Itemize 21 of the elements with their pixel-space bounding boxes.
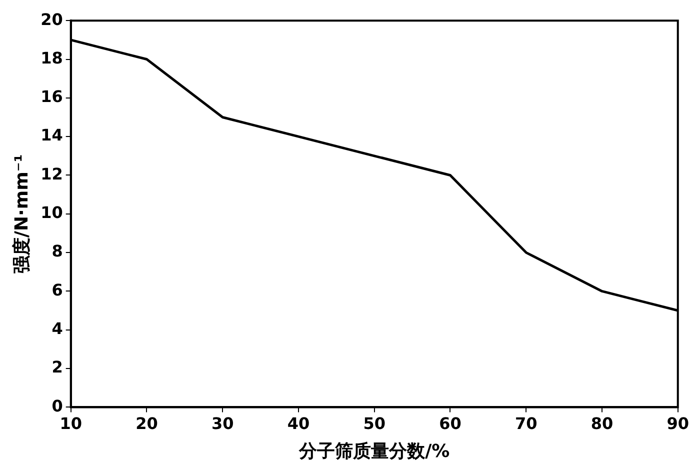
y-tick-label: 6 <box>52 280 63 300</box>
y-tick-label: 18 <box>40 48 63 68</box>
x-axis-title: 分子筛质量分数/% <box>298 440 450 462</box>
y-tick-label: 14 <box>40 126 63 145</box>
x-tick-label: 50 <box>363 414 386 433</box>
y-tick-label: 2 <box>52 358 63 377</box>
y-tick-label: 12 <box>40 164 63 184</box>
y-tick-label: 10 <box>40 203 63 222</box>
x-tick-label: 90 <box>666 414 689 433</box>
x-tick-label: 20 <box>136 414 158 433</box>
x-tick-label: 80 <box>590 414 614 433</box>
y-tick-label: 0 <box>52 396 63 416</box>
x-tick-label: 40 <box>287 414 310 433</box>
x-tick-label: 70 <box>514 414 538 433</box>
y-tick-label: 8 <box>52 242 63 261</box>
y-axis-title: 强度/N·mm⁻¹ <box>11 154 32 274</box>
y-tick-label: 4 <box>52 319 63 338</box>
y-tick-label: 20 <box>40 10 63 29</box>
x-tick-label: 30 <box>211 414 234 433</box>
x-tick-label: 60 <box>439 414 462 433</box>
y-tick-label: 16 <box>40 87 63 106</box>
